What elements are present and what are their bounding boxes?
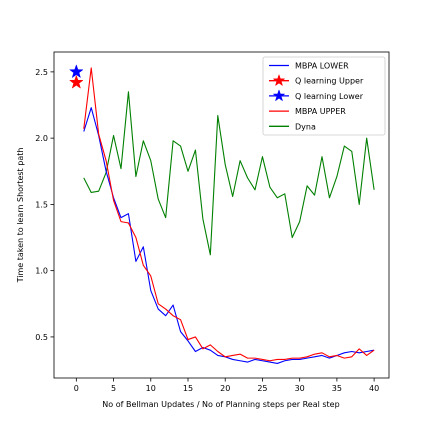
series-point-q-learning-lower — [68, 64, 84, 79]
legend-label-dyna: Dyna — [295, 122, 316, 131]
plot-frame — [53, 51, 390, 379]
series-line-mbpa-upper — [83, 67, 375, 362]
legend-marker-q-learning-lower — [272, 89, 286, 102]
legend-box — [262, 56, 386, 136]
y-axis-label: Time taken to learn Shortest path — [16, 148, 25, 284]
x-tick-label: 20 — [220, 384, 230, 393]
legend-label-mbpa-lower: MBPA LOWER — [295, 62, 349, 71]
y-tick-label: 2.0 — [35, 134, 48, 143]
x-tick-label: 5 — [111, 384, 116, 393]
x-tick-label: 30 — [295, 384, 305, 393]
y-tick-label: 1.0 — [35, 267, 48, 276]
legend-label-mbpa-upper: MBPA UPPER — [295, 107, 346, 116]
x-tick-label: 25 — [257, 384, 267, 393]
series-layer — [68, 64, 375, 364]
legend-label-q-learning-lower: Q learning Lower — [295, 92, 364, 101]
x-tick-label: 0 — [74, 384, 79, 393]
x-tick-label: 40 — [369, 384, 379, 393]
x-tick-label: 10 — [146, 384, 156, 393]
x-tick-label: 35 — [332, 384, 342, 393]
series-line-mbpa-lower — [83, 107, 375, 364]
x-tick-label: 15 — [183, 384, 193, 393]
x-axis-label: No of Bellman Updates / No of Planning s… — [102, 400, 339, 409]
y-axis: 0.5 1.0 1.5 2.0 2.5 — [35, 68, 54, 342]
legend: MBPA LOWER Q learning Upper Q learning Low… — [262, 56, 386, 136]
y-tick-label: 2.5 — [35, 68, 48, 77]
legend-marker-q-learning-upper — [272, 73, 286, 87]
x-axis: 0 5 10 15 20 25 30 35 40 — [74, 378, 379, 393]
series-line-dyna — [83, 91, 375, 256]
legend-label-q-learning-upper: Q learning Upper — [295, 77, 364, 86]
y-tick-label: 0.5 — [35, 333, 48, 342]
y-tick-label: 1.5 — [35, 200, 48, 209]
series-point-q-learning-upper — [68, 74, 84, 89]
